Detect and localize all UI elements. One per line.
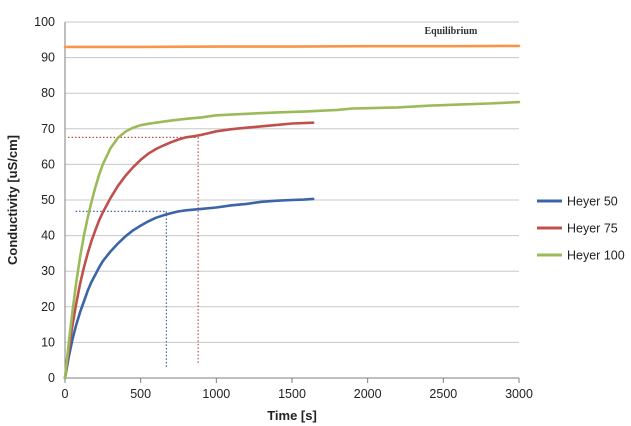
x-tick-label: 2000: [354, 387, 382, 401]
legend-item-heyer-50: Heyer 50: [537, 195, 618, 209]
y-tick-label: 70: [41, 122, 55, 136]
x-axis-ticks: 0 500 1000 1500 2000 2500 3000: [62, 378, 533, 401]
x-tick-label: 2500: [429, 387, 457, 401]
x-tick-label: 1000: [202, 387, 230, 401]
legend: Heyer 50 Heyer 75 Heyer 100: [537, 195, 625, 263]
y-tick-label: 50: [41, 193, 55, 207]
series-line-heyer-75: [63, 121, 315, 380]
y-tick-label: 80: [41, 86, 55, 100]
y-tick-label: 0: [48, 371, 55, 385]
x-tick-label: 3000: [505, 387, 533, 401]
y-tick-label: 20: [41, 300, 55, 314]
legend-label: Heyer 50: [567, 195, 618, 209]
y-tick-label: 60: [41, 157, 55, 171]
series-line-equilibrium: [63, 44, 521, 49]
y-tick-label: 90: [41, 51, 55, 65]
legend-item-heyer-75: Heyer 75: [537, 222, 618, 236]
annotations: Equilibrium: [424, 26, 477, 37]
series-line-heyer-100: [63, 100, 521, 380]
series-line-heyer-50: [63, 197, 315, 380]
x-tick-label: 1500: [278, 387, 306, 401]
x-tick-label: 500: [130, 387, 151, 401]
equilibrium-annotation: Equilibrium: [424, 26, 477, 37]
reference-lines: [68, 136, 199, 368]
y-tick-label: 100: [34, 15, 55, 29]
y-tick-label: 30: [41, 264, 55, 278]
x-axis-title: Time [s]: [267, 408, 317, 423]
x-tick-label: 0: [62, 387, 69, 401]
legend-label: Heyer 75: [567, 222, 618, 236]
y-tick-label: 10: [41, 335, 55, 349]
legend-label: Heyer 100: [567, 249, 625, 263]
y-axis-ticks: 0 10 20 30 40 50 60 70 80 90 100: [34, 15, 55, 385]
series-lines: [63, 44, 521, 380]
legend-item-heyer-100: Heyer 100: [537, 249, 625, 263]
y-axis-title: Conductivity [uS/cm]: [5, 135, 20, 265]
gridlines: [65, 21, 519, 343]
y-tick-label: 40: [41, 229, 55, 243]
